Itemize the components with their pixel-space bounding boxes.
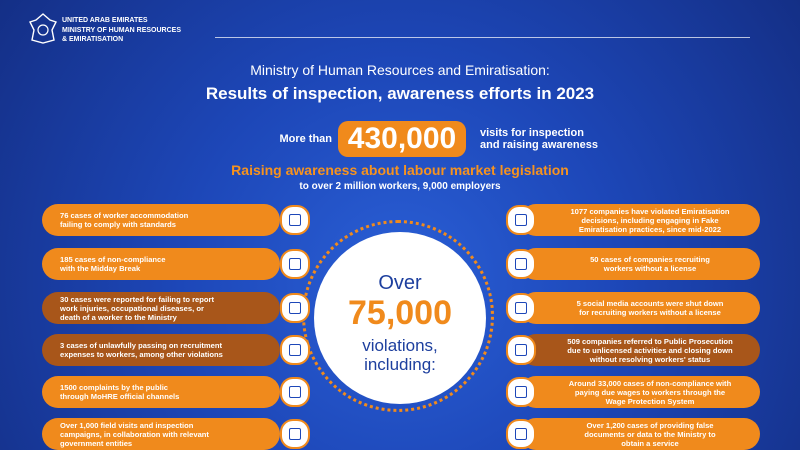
org-name: UNITED ARAB EMIRATES MINISTRY OF HUMAN R… xyxy=(62,16,181,45)
title: Results of inspection, awareness efforts… xyxy=(205,84,595,103)
item-pill: 3 cases of unlawfully passing on recruit… xyxy=(42,334,280,366)
subtitle: Ministry of Human Resources and Emiratis… xyxy=(250,62,550,78)
item-text: decisions, including engaging in Fake xyxy=(581,215,719,225)
visits-suffix: visits for inspection and raising awaren… xyxy=(480,127,598,151)
item-icon xyxy=(506,335,536,365)
item-text: 50 cases of companies recruiting xyxy=(590,255,710,264)
item-text: Wage Protection System xyxy=(605,396,695,406)
org-line: & EMIRATISATION xyxy=(62,36,124,43)
center-line: including: xyxy=(364,355,436,374)
item-pill: 1077 companies have violated Emiratisati… xyxy=(520,204,760,236)
item-text: 76 cases of worker accommodation xyxy=(60,211,189,220)
header-rule xyxy=(215,37,750,38)
item-text: 5 social media accounts were shut down xyxy=(576,299,724,308)
item-text: 1077 companies have violated Emiratisati… xyxy=(570,206,730,216)
item-text: 3 cases of unlawfully passing on recruit… xyxy=(60,341,223,350)
item-text: obtain a service xyxy=(621,438,679,448)
item-pill: 1500 complaints by the public through MoH… xyxy=(42,376,280,408)
awareness-detail: to over 2 million workers, 9,000 employe… xyxy=(299,181,501,192)
item-text: for recruiting workers without a license xyxy=(579,308,721,317)
item-text: Over 1,200 cases of providing false xyxy=(586,420,714,430)
item-pill: Over 1,000 field visits and inspection ca… xyxy=(42,418,280,450)
visits-suffix-line: visits for inspection xyxy=(480,127,584,139)
item-text: through MoHRE official channels xyxy=(60,392,180,401)
item-text: failing to comply with standards xyxy=(60,220,177,229)
center-number: 75,000 xyxy=(348,294,452,332)
item-icon xyxy=(506,293,536,323)
item-pill: 76 cases of worker accommodation failing … xyxy=(42,204,280,236)
emblem xyxy=(29,13,57,44)
item-pill: 50 cases of companies recruiting workers … xyxy=(520,248,760,280)
item-text: campaigns, in collaboration with relevan… xyxy=(60,429,209,439)
item-text: paying due wages to workers through the xyxy=(574,387,726,397)
org-line: UNITED ARAB EMIRATES xyxy=(62,17,148,24)
center-circle xyxy=(314,232,486,404)
item-text: 185 cases of non-compliance xyxy=(60,255,166,264)
item-text: due to unlicensed activities and closing… xyxy=(567,345,733,355)
center-line: violations, xyxy=(362,336,438,355)
item-icon xyxy=(280,205,310,235)
item-text: expenses to workers, among other violati… xyxy=(60,350,223,359)
item-pill: 5 social media accounts were shut down fo… xyxy=(520,292,760,324)
item-pill: 509 companies referred to Public Prosecu… xyxy=(520,334,760,366)
item-pill: Over 1,200 cases of providing false docum… xyxy=(520,418,760,450)
org-line: MINISTRY OF HUMAN RESOURCES xyxy=(62,26,182,34)
item-icon xyxy=(280,249,310,279)
item-text: Emiratisation practices, since mid-2022 xyxy=(578,224,722,234)
item-pill: 30 cases were reported for failing to re… xyxy=(42,292,280,324)
item-text: workers without a license xyxy=(603,264,697,273)
item-icon xyxy=(506,249,536,279)
item-text: death of a worker to the Ministry xyxy=(60,312,177,322)
item-text: 30 cases were reported for failing to re… xyxy=(60,294,215,304)
item-icon xyxy=(506,377,536,407)
item-text: documents or data to the Ministry to xyxy=(584,429,716,439)
item-text: Over 1,000 field visits and inspection xyxy=(60,420,194,430)
item-text: 509 companies referred to Public Prosecu… xyxy=(567,336,733,346)
visits-number: 430,000 xyxy=(338,121,466,157)
center-over: Over xyxy=(378,272,422,294)
item-icon xyxy=(506,205,536,235)
visits-suffix-line: and raising awareness xyxy=(480,139,598,151)
item-icon xyxy=(280,377,310,407)
item-icon xyxy=(280,293,310,323)
item-text: without resolving workers' status xyxy=(589,354,711,364)
item-text: Around 33,000 cases of non-compliance wi… xyxy=(568,378,732,388)
item-text: work injuries, occupational diseases, or xyxy=(60,303,204,313)
item-icon xyxy=(280,419,310,449)
item-text: with the Midday Break xyxy=(60,264,141,273)
item-text: government entities xyxy=(60,438,133,448)
item-pill: 185 cases of non-compliance with the Midd… xyxy=(42,248,280,280)
awareness-heading: Raising awareness about labour market le… xyxy=(231,162,569,178)
visits-prefix: More than xyxy=(279,133,332,145)
item-icon xyxy=(506,419,536,449)
item-text: 1500 complaints by the public xyxy=(60,383,169,392)
item-icon xyxy=(280,335,310,365)
item-pill: Around 33,000 cases of non-compliance wi… xyxy=(520,376,760,408)
